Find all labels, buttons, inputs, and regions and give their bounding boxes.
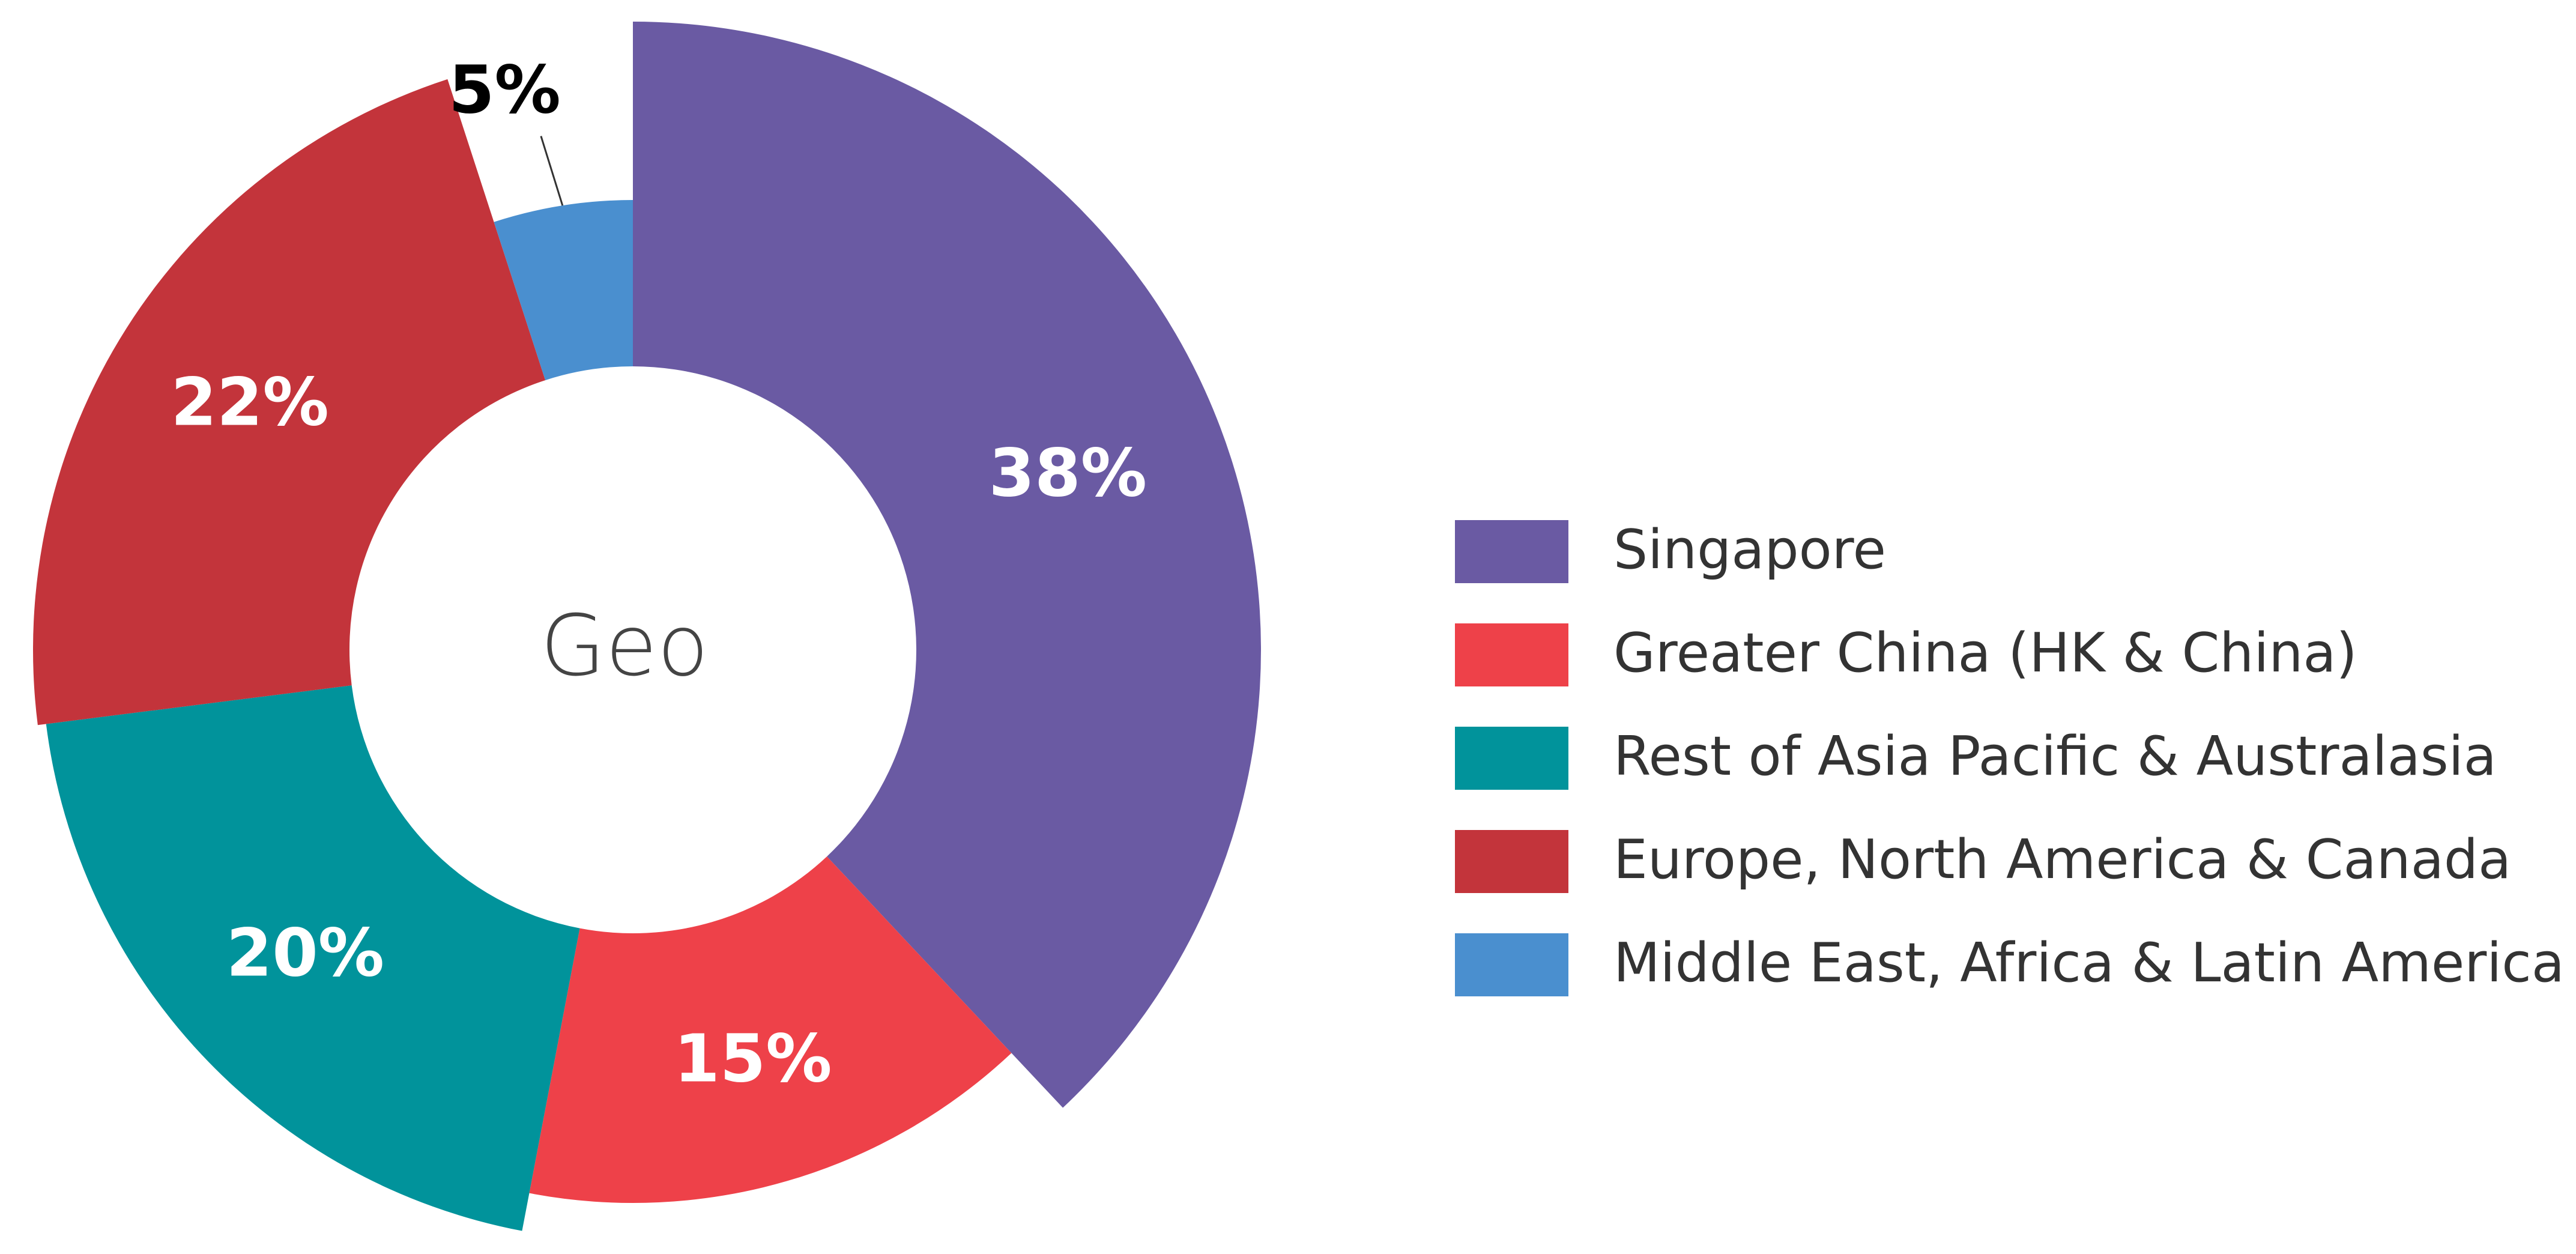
data-label: 38%	[989, 434, 1147, 511]
data-label: 20%	[226, 915, 384, 992]
legend-swatch	[1455, 623, 1568, 686]
legend-label: Rest of Asia Pacific & Australasia	[1613, 725, 2497, 788]
slice	[633, 22, 1262, 1108]
legend-swatch	[1455, 520, 1568, 583]
center-text: Geo	[540, 598, 709, 695]
slice	[494, 200, 633, 381]
data-label: 5%	[449, 52, 561, 129]
legend-label: Greater China (HK & China)	[1613, 622, 2357, 685]
slice	[46, 685, 580, 1231]
legend-label: Singapore	[1613, 518, 1886, 581]
slice	[529, 856, 1012, 1203]
data-label: 15%	[674, 1020, 832, 1097]
legend-swatch	[1455, 830, 1568, 893]
legend-label: Europe, North America & Canada	[1613, 828, 2511, 891]
leader-line	[540, 136, 564, 206]
legend-swatch	[1455, 933, 1568, 996]
data-label: 22%	[171, 363, 328, 440]
legend-label: Middle East, Africa & Latin America	[1613, 931, 2565, 995]
slice	[32, 79, 546, 725]
legend-swatch	[1455, 727, 1568, 790]
